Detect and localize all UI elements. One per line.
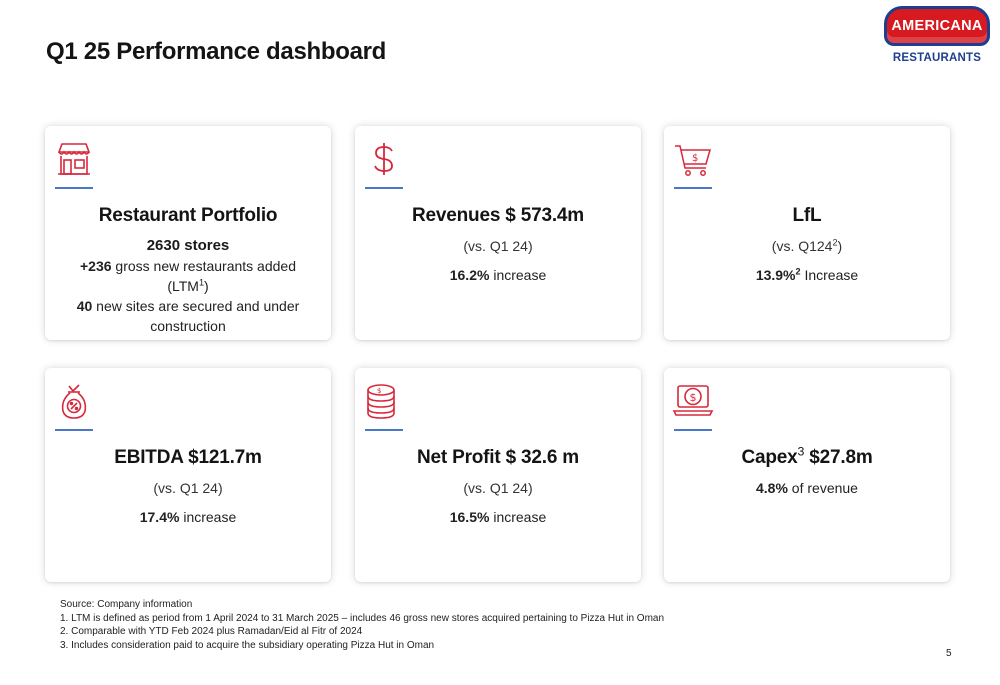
svg-text:$: $: [692, 153, 698, 164]
card-restaurant-portfolio: Restaurant Portfolio 2630 stores +236 gr…: [45, 126, 331, 340]
footnote-2: 2. Comparable with YTD Feb 2024 plus Ram…: [60, 626, 363, 637]
capex-share-line: 4.8% of revenue: [756, 480, 858, 496]
footnote-1: 1. LTM is defined as period from 1 April…: [60, 612, 665, 624]
comparison-label: (vs. Q1 24): [153, 480, 223, 496]
card-lfl: $ LfL (vs. Q1242) 13.9%2 Increase: [664, 126, 950, 340]
card-heading: EBITDA $121.7m: [114, 447, 262, 468]
card-divider: [365, 187, 403, 189]
laptop-dollar-icon: $: [672, 380, 714, 422]
card-capex: $ Capex3 $27.8m 4.8% of revenue: [664, 368, 950, 582]
logo-badge: AMERICANA: [884, 6, 990, 46]
money-bag-percent-icon: [53, 380, 95, 422]
gross-new-restaurants: +236 gross new restaurants added (LTM1): [80, 258, 296, 294]
storefront-icon: [53, 138, 95, 180]
card-heading: Revenues $ 573.4m: [412, 205, 584, 226]
card-divider: [55, 429, 93, 431]
card-revenues: Revenues $ 573.4m (vs. Q1 24) 16.2% incr…: [355, 126, 641, 340]
comparison-label: (vs. Q1 24): [463, 238, 533, 254]
card-heading: LfL: [792, 205, 822, 226]
card-heading: Capex3 $27.8m: [741, 444, 873, 468]
footnote-source: Source: Company information: [60, 599, 193, 610]
card-heading: Net Profit $ 32.6 m: [417, 447, 579, 468]
americana-logo: AMERICANA RESTAURANTS: [884, 6, 990, 72]
card-divider: [55, 187, 93, 189]
shopping-cart-icon: $: [672, 138, 714, 180]
card-heading: Restaurant Portfolio: [98, 205, 278, 226]
card-divider: [674, 429, 712, 431]
svg-text:$: $: [690, 391, 697, 404]
dollar-sign-icon: [363, 138, 405, 180]
card-divider: [674, 187, 712, 189]
page-number: 5: [946, 648, 952, 659]
card-net-profit: $ Net Profit $ 32.6 m (vs. Q1 24) 16.5% …: [355, 368, 641, 582]
svg-text:$: $: [377, 387, 381, 395]
comparison-label: (vs. Q1242): [771, 237, 843, 254]
logo-subtitle: RESTAURANTS: [892, 52, 982, 64]
footnotes: Source: Company information 1. LTM is de…: [60, 598, 664, 652]
footnote-3: 3. Includes consideration paid to acquir…: [60, 639, 435, 651]
growth-line: 17.4% increase: [139, 509, 237, 525]
card-ebitda: EBITDA $121.7m (vs. Q1 24) 17.4% increas…: [45, 368, 331, 582]
coin-stack-icon: $: [363, 380, 405, 422]
secured-sites: 40 new sites are secured and under const…: [76, 298, 300, 334]
growth-line: 16.5% increase: [449, 509, 547, 525]
comparison-label: (vs. Q1 24): [463, 480, 533, 496]
growth-line: 13.9%2 Increase: [755, 266, 859, 283]
growth-line: 16.2% increase: [449, 267, 547, 283]
store-count: 2630 stores: [146, 237, 230, 254]
page-title: Q1 25 Performance dashboard: [46, 38, 387, 65]
card-divider: [365, 429, 403, 431]
